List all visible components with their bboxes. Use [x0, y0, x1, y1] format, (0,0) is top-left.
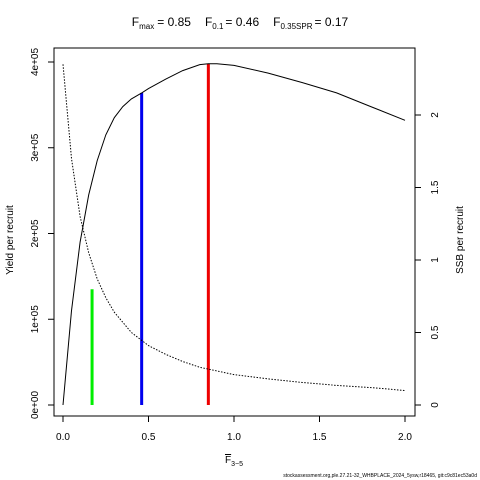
y-right-tick-label-0: 0	[430, 402, 441, 408]
x-axis-label-sub: 3−5	[231, 461, 243, 468]
title-fmax-base: F	[132, 15, 139, 29]
x-tick-label-4: 2.0	[398, 432, 412, 443]
x-tick-label-2: 1.0	[227, 432, 241, 443]
y-right-tick-label-3: 1.5	[430, 180, 441, 194]
y-right-tick-label-4: 2	[430, 112, 441, 118]
series-line-0	[62, 63, 406, 406]
y-left-tick-label-1: 1e+05	[30, 305, 41, 334]
x-tick-label-1: 0.5	[142, 432, 156, 443]
title-fspr-value: = 0.17	[315, 15, 349, 29]
title-fspr-base: F	[273, 15, 280, 29]
y-axis-right: 0 0.5 1 1.5 2	[414, 112, 441, 408]
y-axis-left: 0e+00 1e+05 2e+05 3e+05 4e+05	[30, 48, 55, 420]
y-right-tick-label-1: 0.5	[430, 325, 441, 339]
title-fmax-value: = 0.85	[157, 15, 191, 29]
y-left-tick-label-4: 4e+05	[30, 48, 41, 77]
y-left-tick-label-2: 2e+05	[30, 219, 41, 248]
x-axis-label-base: F	[225, 455, 231, 466]
series-line-1	[62, 64, 406, 391]
y-axis-right-label: SSB per recruit	[455, 206, 466, 274]
series-lines	[62, 63, 406, 406]
title-f01-sub: 0.1	[212, 22, 224, 31]
plot-frame	[53, 47, 416, 417]
x-axis: 0.0 0.5 1.0 1.5 2.0	[56, 415, 412, 443]
reference-lines	[90, 63, 210, 405]
x-axis-label: F3−5	[225, 455, 243, 468]
title-fspr-sub: 0.35SPR	[280, 22, 312, 31]
chart-title: Fmax = 0.85 F0.1 = 0.46 F0.35SPR = 0.17	[132, 15, 349, 31]
title-fmax-sub: max	[139, 22, 154, 31]
y-axis-left-label: Yield per recruit	[5, 205, 16, 275]
x-tick-label-3: 1.5	[313, 432, 327, 443]
title-f01-value: = 0.46	[225, 15, 259, 29]
footer-text: stockassessment.org,ple.27.21-32_WHBPLAC…	[283, 473, 477, 479]
y-left-tick-label-3: 3e+05	[30, 133, 41, 162]
title-f01-base: F	[205, 15, 212, 29]
x-tick-label-0: 0.0	[56, 432, 70, 443]
y-left-tick-label-0: 0e+00	[30, 391, 41, 420]
y-right-tick-label-2: 1	[430, 257, 441, 263]
